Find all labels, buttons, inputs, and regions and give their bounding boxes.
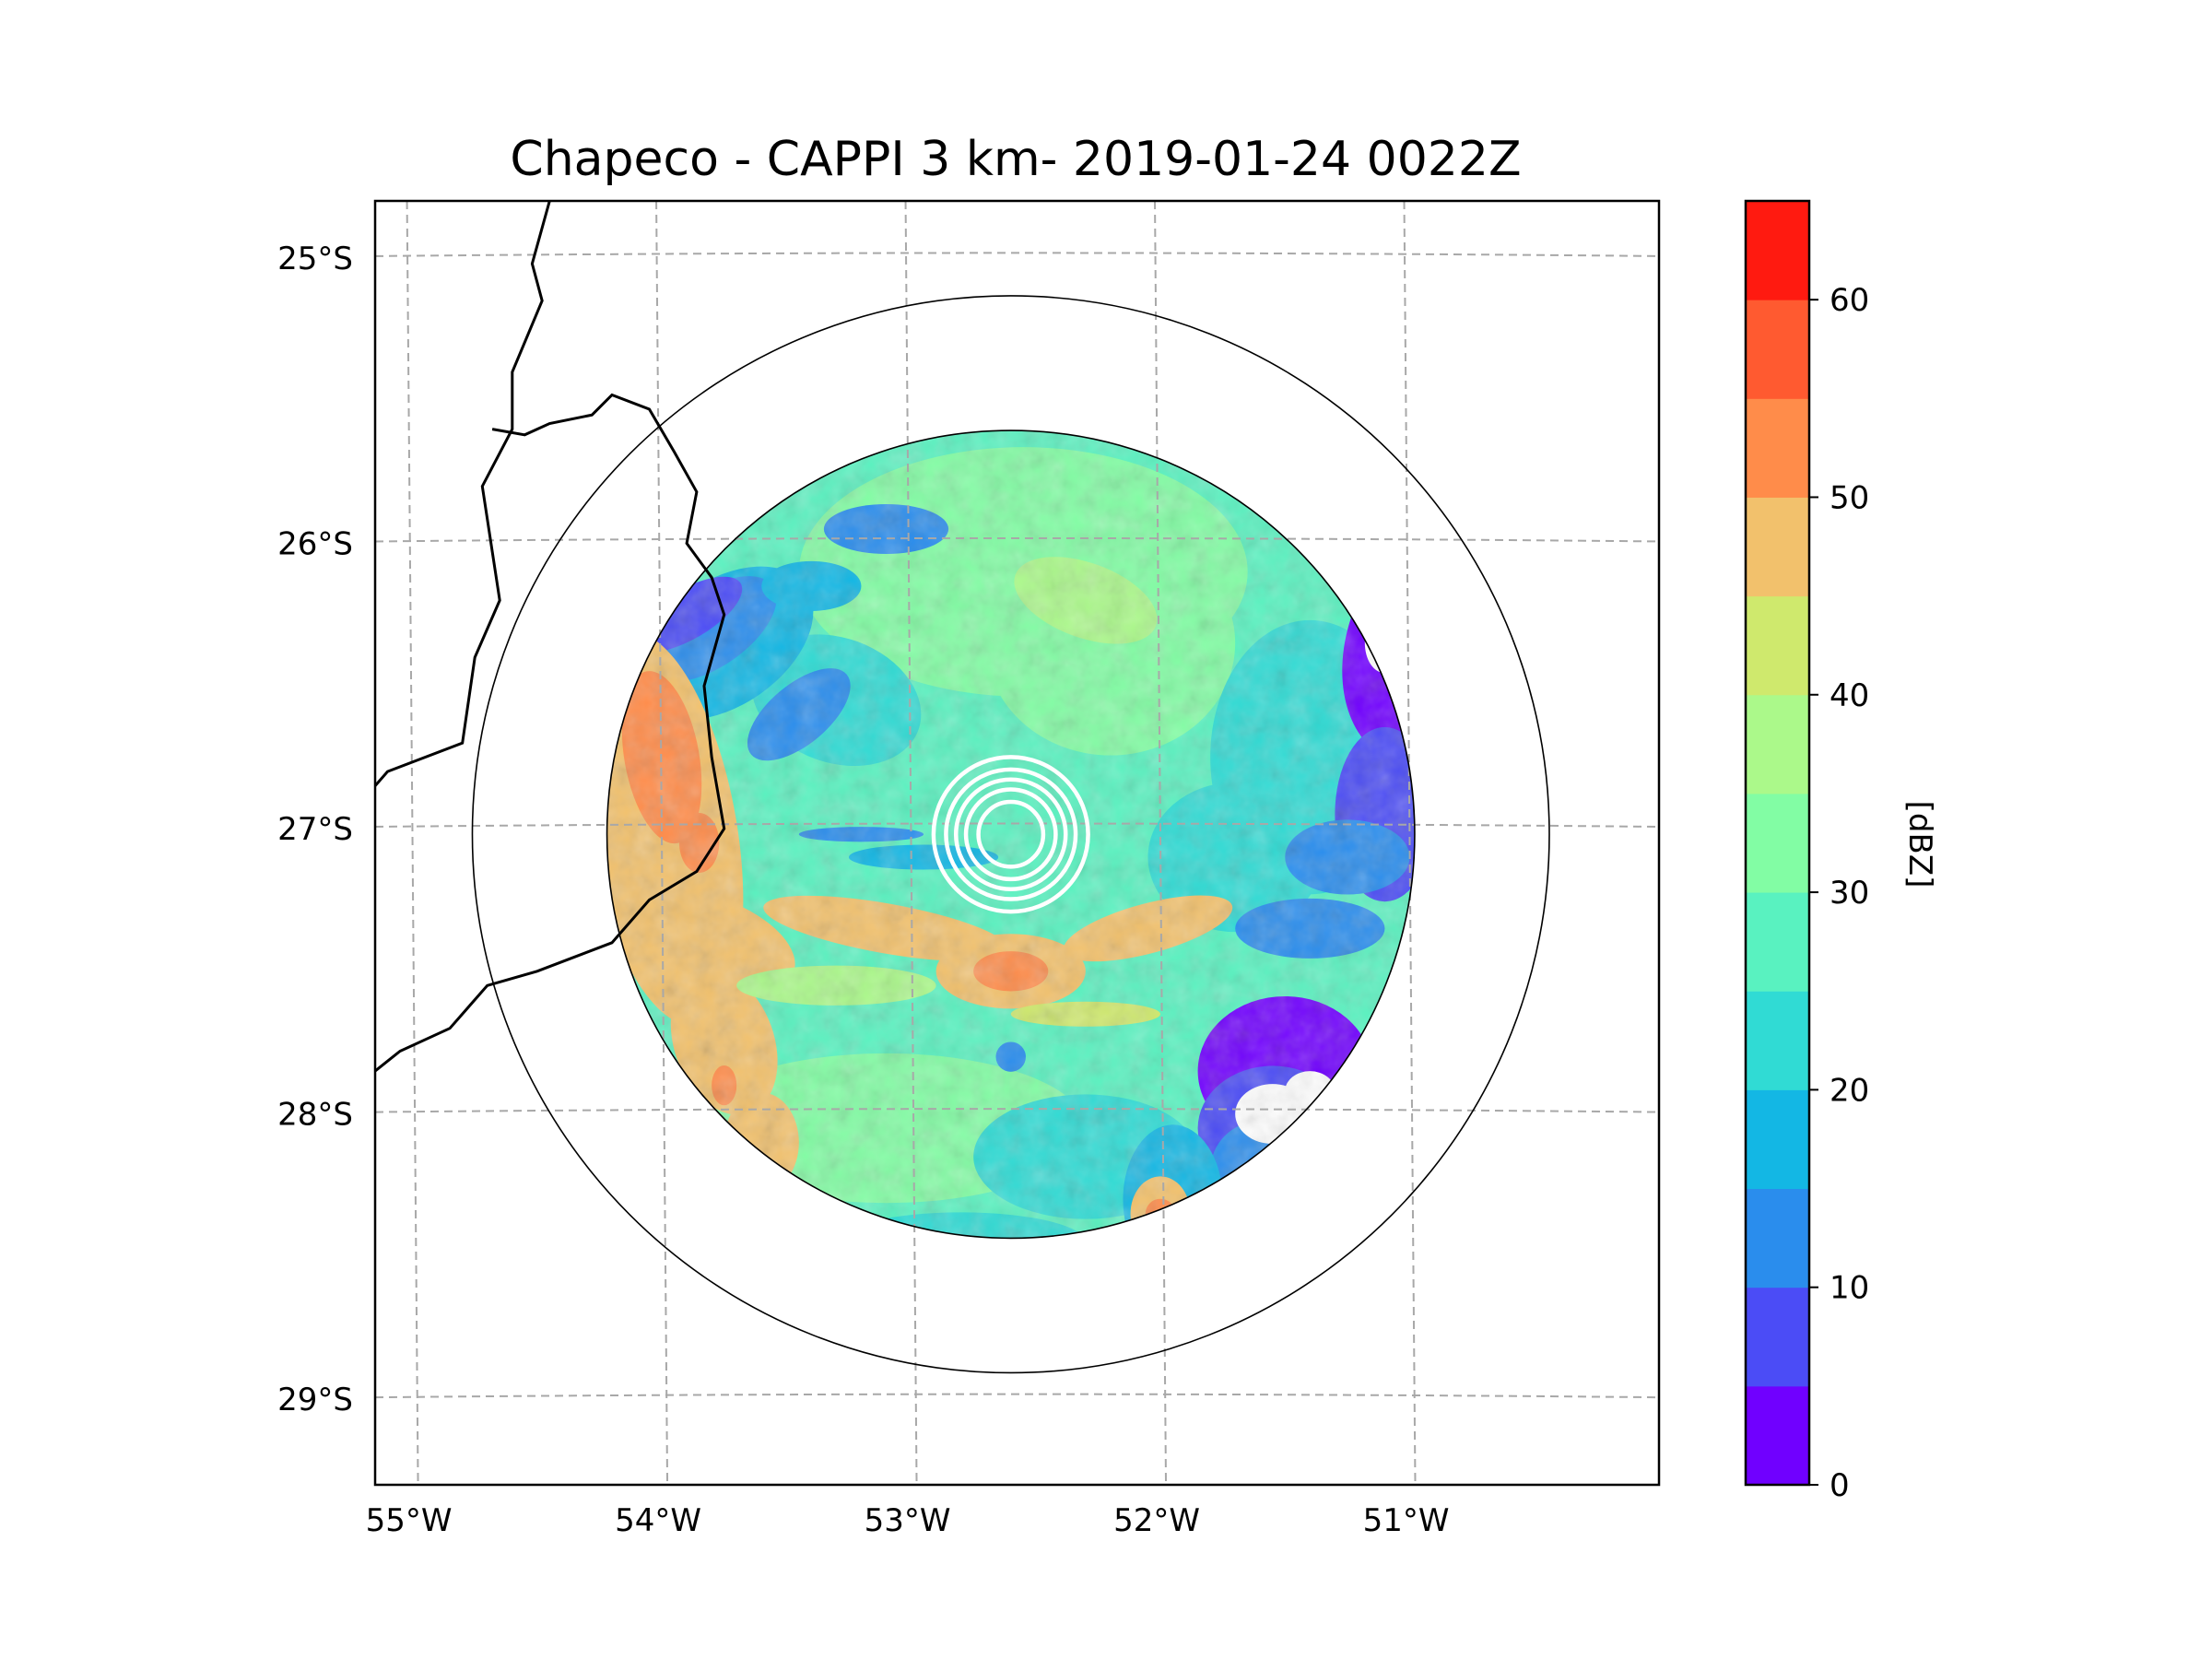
reflectivity-field xyxy=(606,430,1415,1239)
latitude-gridline xyxy=(375,822,1659,829)
clutter-ring xyxy=(931,755,1090,914)
colorbar-segment xyxy=(1746,398,1809,498)
clutter-ring xyxy=(953,777,1068,891)
colorbar-tick-label: 0 xyxy=(1830,1467,1850,1504)
colorbar-segment xyxy=(1746,793,1809,893)
longitude-gridline xyxy=(904,201,918,1485)
longitude-gridline xyxy=(406,201,419,1485)
colorbar-segment xyxy=(1746,892,1809,992)
latitude-tick-label: 28°S xyxy=(277,1097,353,1134)
colorbar-label: [dBZ] xyxy=(1901,801,1938,888)
colorbar-segment xyxy=(1746,1089,1809,1190)
echo-texture xyxy=(606,430,1415,1239)
longitude-gridline xyxy=(1154,201,1168,1485)
latitude-gridline xyxy=(375,1393,1659,1399)
range-ring-outer xyxy=(471,295,1550,1374)
colorbar-segment xyxy=(1746,1188,1809,1288)
map-area xyxy=(375,201,1659,1485)
latitude-tick-label: 27°S xyxy=(277,811,353,848)
colorbar-tick-label: 20 xyxy=(1830,1072,1869,1109)
boundary-line xyxy=(375,201,551,787)
longitude-tick-label: 52°W xyxy=(1113,1502,1200,1539)
clutter-ring xyxy=(976,799,1046,869)
colorbar-tick-label: 40 xyxy=(1830,677,1869,714)
clutter-ring xyxy=(963,787,1058,882)
latitude-tick-labels: 25°S 26°S 27°S 28°S 29°S xyxy=(277,241,353,1418)
country-boundaries xyxy=(375,201,726,1073)
colorbar-tick-label: 60 xyxy=(1830,282,1869,319)
colorbar-segment xyxy=(1746,300,1809,399)
colorbar-segment xyxy=(1746,595,1809,696)
colorbar-segment xyxy=(1746,991,1809,1090)
latitude-tick-label: 29°S xyxy=(277,1382,353,1418)
gridlines xyxy=(375,201,1659,1485)
longitude-gridline xyxy=(655,201,669,1485)
clutter-ring xyxy=(944,767,1078,901)
latitude-tick-label: 26°S xyxy=(277,525,353,562)
latitude-gridline xyxy=(375,536,1659,543)
colorbar-segment xyxy=(1746,201,1809,300)
colorbar-tick-label: 50 xyxy=(1830,479,1869,516)
latitude-gridline xyxy=(375,252,1659,257)
longitude-gridline xyxy=(1403,201,1417,1485)
colorbar-frame xyxy=(1744,199,1811,1487)
colorbar-segment xyxy=(1746,497,1809,597)
map-frame xyxy=(373,199,1661,1487)
longitude-tick-labels: 55°W 54°W 53°W 52°W 51°W xyxy=(366,1502,1450,1539)
colorbar-tick-label: 30 xyxy=(1830,875,1869,912)
colorbar-tick-label: 10 xyxy=(1830,1270,1869,1307)
colorbar-segment xyxy=(1746,1287,1809,1387)
colorbar: 0 10 20 30 40 50 60 xyxy=(1744,199,1869,1504)
colorbar-segment xyxy=(1746,694,1809,794)
longitude-tick-label: 53°W xyxy=(865,1502,951,1539)
boundary-line xyxy=(375,393,726,1073)
latitude-gridline xyxy=(375,1108,1659,1113)
range-rings xyxy=(471,295,1550,1374)
colorbar-segment xyxy=(1746,1385,1809,1486)
longitude-tick-label: 51°W xyxy=(1363,1502,1450,1539)
longitude-tick-label: 54°W xyxy=(615,1502,701,1539)
chart-title: Chapeco - CAPPI 3 km- 2019-01-24 0022Z xyxy=(510,132,1521,187)
range-ring-inner xyxy=(606,429,1416,1240)
latitude-tick-label: 25°S xyxy=(277,241,353,277)
longitude-tick-label: 55°W xyxy=(366,1502,453,1539)
